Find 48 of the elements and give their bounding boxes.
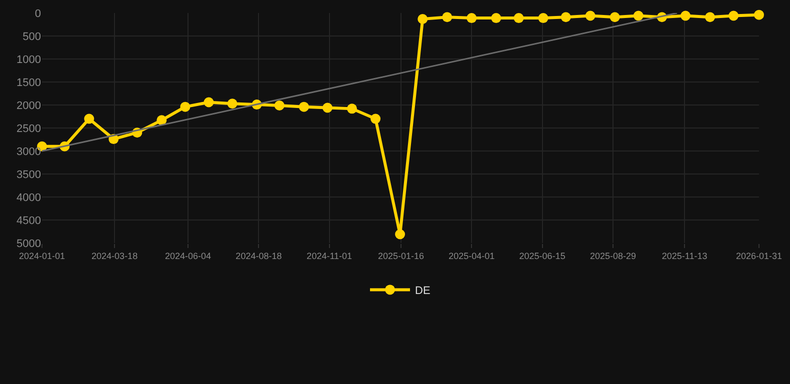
point [156,115,167,126]
y-tick-label: 1000 [16,54,41,66]
y-tick-label: 3000 [16,146,41,158]
point [346,104,357,114]
point [538,13,548,24]
y-tick-label: 1500 [16,76,41,89]
point [227,98,238,109]
y-tick-label: 500 [22,30,41,43]
x-tick-label: 2024-08-18 [236,250,282,261]
point [705,12,716,22]
point [514,13,524,24]
x-tick-label: 2025-04-01 [448,250,495,261]
x-tick-label: 2024-06-04 [165,250,212,261]
point [610,12,620,22]
y-tick-label: 2500 [16,122,41,135]
x-tick-label: 2025-08-29 [590,250,636,261]
point [274,100,284,110]
y-tick-label: 0 [34,8,41,20]
point [728,10,739,21]
point [680,10,691,21]
y-tick-label: 5000 [16,238,41,250]
point [560,12,571,22]
x-tick-label: 2025-11-13 [662,250,708,261]
y-tick-label: 4500 [16,214,41,227]
point [633,10,644,21]
x-tick-label: 2026-01-31 [736,250,782,261]
legend-label: DE [415,284,430,297]
x-tick-label: 2024-11-01 [306,250,352,261]
y-tick-label: 3500 [16,168,41,181]
x-tick-label: 2024-03-18 [92,250,138,261]
x-tick-label: 2025-06-15 [519,250,566,261]
point [322,102,332,113]
point [180,102,190,112]
y-tick-label: 4000 [16,192,41,204]
point [491,13,502,24]
point [418,14,428,24]
x-tick-label: 2024-01-01 [18,250,66,261]
point [395,229,406,240]
y-tick-label: 2000 [16,100,41,112]
point [370,114,381,124]
x-tick-label: 2025-01-16 [378,250,424,261]
point [84,114,94,124]
point [442,12,452,22]
point [754,10,764,20]
point [204,97,214,108]
point [298,102,309,112]
point [585,10,596,21]
point [466,13,477,24]
